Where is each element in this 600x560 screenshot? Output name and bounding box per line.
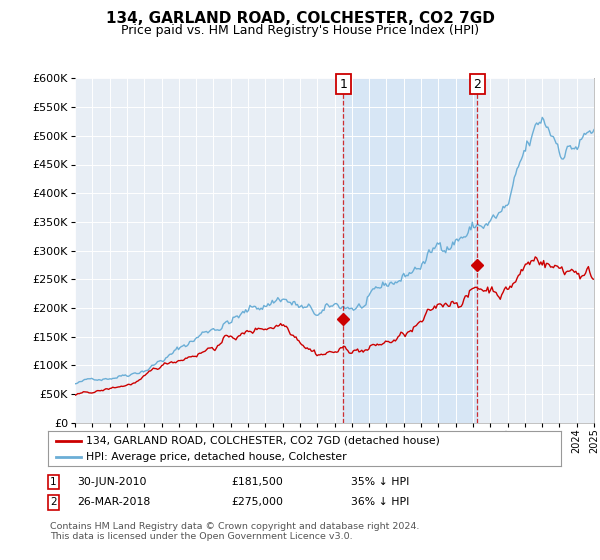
Text: 2: 2 (50, 497, 56, 507)
Text: 30-JUN-2010: 30-JUN-2010 (77, 477, 146, 487)
Text: 134, GARLAND ROAD, COLCHESTER, CO2 7GD (detached house): 134, GARLAND ROAD, COLCHESTER, CO2 7GD (… (86, 436, 440, 446)
Text: 36% ↓ HPI: 36% ↓ HPI (351, 497, 409, 507)
Text: 134, GARLAND ROAD, COLCHESTER, CO2 7GD: 134, GARLAND ROAD, COLCHESTER, CO2 7GD (106, 11, 494, 26)
Text: £181,500: £181,500 (231, 477, 283, 487)
Text: Price paid vs. HM Land Registry's House Price Index (HPI): Price paid vs. HM Land Registry's House … (121, 24, 479, 36)
Text: Contains HM Land Registry data © Crown copyright and database right 2024.
This d: Contains HM Land Registry data © Crown c… (50, 522, 419, 542)
Text: 2: 2 (473, 78, 481, 91)
Text: HPI: Average price, detached house, Colchester: HPI: Average price, detached house, Colc… (86, 452, 347, 462)
Bar (343, 78, 477, 423)
Text: 1: 1 (339, 78, 347, 91)
Text: 26-MAR-2018: 26-MAR-2018 (77, 497, 150, 507)
Text: £275,000: £275,000 (231, 497, 283, 507)
Text: 35% ↓ HPI: 35% ↓ HPI (351, 477, 409, 487)
Text: 1: 1 (50, 477, 56, 487)
